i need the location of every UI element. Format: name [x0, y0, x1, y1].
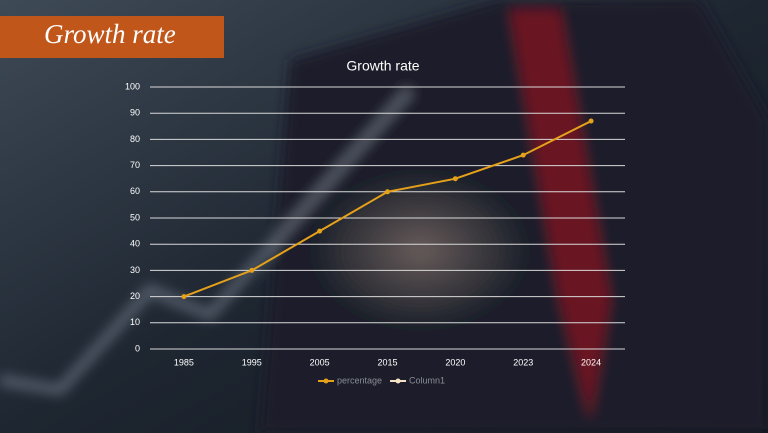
x-tick-label: 1995	[242, 357, 262, 367]
x-tick-label: 2023	[513, 357, 533, 367]
legend-label: Column1	[409, 375, 445, 385]
y-tick-label: 40	[130, 239, 140, 249]
y-tick-label: 0	[135, 343, 140, 353]
y-tick-label: 90	[130, 108, 140, 118]
legend-label: percentage	[337, 375, 382, 385]
y-tick-label: 50	[130, 212, 140, 222]
x-tick-label: 2024	[581, 357, 601, 367]
legend-marker	[323, 378, 329, 384]
chart-title: Growth rate	[346, 58, 419, 74]
y-tick-label: 100	[125, 81, 140, 91]
y-tick-label: 20	[130, 291, 140, 301]
data-point	[181, 294, 187, 300]
x-tick-label: 2005	[310, 357, 330, 367]
x-tick-label: 2020	[445, 357, 465, 367]
y-tick-label: 80	[130, 134, 140, 144]
y-tick-label: 30	[130, 265, 140, 275]
x-tick-label: 2015	[377, 357, 397, 367]
data-point	[588, 118, 594, 124]
title-box	[0, 16, 224, 58]
data-point	[520, 152, 526, 158]
data-point	[452, 176, 458, 182]
y-tick-label: 10	[130, 317, 140, 327]
data-point	[317, 228, 323, 234]
data-point	[385, 189, 390, 195]
x-tick-label: 1985	[174, 357, 194, 367]
y-tick-label: 60	[130, 186, 140, 196]
y-tick-label: 70	[130, 160, 140, 170]
slide-title: Growth rate	[44, 19, 176, 49]
legend-marker	[395, 378, 401, 384]
data-point	[249, 267, 255, 273]
